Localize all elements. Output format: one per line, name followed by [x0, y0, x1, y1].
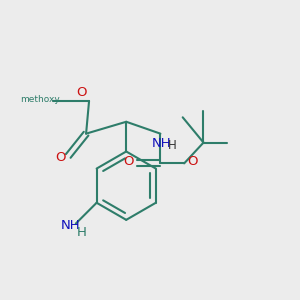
Text: NH: NH — [61, 219, 80, 232]
Text: H: H — [77, 226, 87, 239]
Text: H: H — [168, 139, 177, 152]
Text: O: O — [123, 155, 134, 168]
Text: NH: NH — [152, 137, 172, 150]
Text: O: O — [187, 155, 198, 168]
Text: O: O — [76, 86, 87, 99]
Text: O: O — [56, 151, 66, 164]
Text: methoxy: methoxy — [20, 95, 60, 104]
